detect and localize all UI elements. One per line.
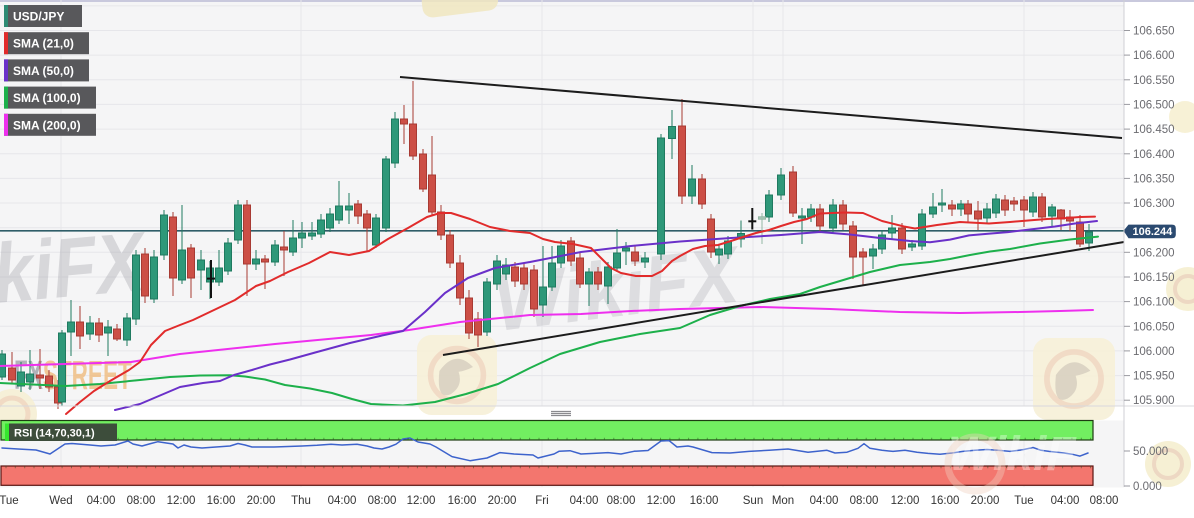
svg-text:16:00: 16:00 (448, 495, 477, 507)
svg-text:Tue: Tue (1014, 495, 1033, 507)
svg-text:Mon: Mon (772, 495, 794, 507)
svg-text:106.450: 106.450 (1133, 124, 1175, 136)
svg-text:20:00: 20:00 (488, 495, 517, 507)
svg-text:106.150: 106.150 (1133, 272, 1175, 284)
svg-text:16:00: 16:00 (690, 495, 719, 507)
svg-text:SMA (200,0): SMA (200,0) (13, 118, 81, 132)
svg-text:20:00: 20:00 (971, 495, 1000, 507)
svg-text:105.950: 105.950 (1133, 371, 1175, 383)
svg-text:106.650: 106.650 (1133, 26, 1175, 38)
svg-text:08:00: 08:00 (850, 495, 879, 507)
svg-text:Thu: Thu (291, 495, 311, 507)
svg-text:0.000: 0.000 (1133, 481, 1162, 493)
svg-text:12:00: 12:00 (407, 495, 436, 507)
svg-text:Sun: Sun (743, 495, 763, 507)
svg-text:106.000: 106.000 (1133, 346, 1175, 358)
svg-text:08:00: 08:00 (127, 495, 156, 507)
svg-text:SMA (21,0): SMA (21,0) (13, 37, 74, 51)
svg-text:106.200: 106.200 (1133, 247, 1175, 259)
svg-text:106.244: 106.244 (1133, 226, 1174, 238)
svg-text:SMA (100,0): SMA (100,0) (13, 91, 81, 105)
svg-text:08:00: 08:00 (368, 495, 397, 507)
svg-text:08:00: 08:00 (607, 495, 636, 507)
svg-text:12:00: 12:00 (891, 495, 920, 507)
svg-text:Tue: Tue (0, 495, 19, 507)
svg-text:105.900: 105.900 (1133, 395, 1175, 407)
svg-text:WikiF: WikiF (948, 428, 1077, 481)
svg-text:16:00: 16:00 (931, 495, 960, 507)
svg-text:16:00: 16:00 (207, 495, 236, 507)
svg-text:04:00: 04:00 (1051, 495, 1080, 507)
svg-text:Wed: Wed (49, 495, 72, 507)
svg-text:106.100: 106.100 (1133, 297, 1175, 309)
svg-text:08:00: 08:00 (1090, 495, 1119, 507)
svg-text:106.600: 106.600 (1133, 50, 1175, 62)
svg-text:04:00: 04:00 (810, 495, 839, 507)
svg-text:106.300: 106.300 (1133, 198, 1175, 210)
svg-text:RSI (14,70,30,1): RSI (14,70,30,1) (14, 428, 95, 440)
svg-text:50.000: 50.000 (1133, 446, 1168, 458)
svg-text:12:00: 12:00 (647, 495, 676, 507)
svg-text:SMA (50,0): SMA (50,0) (13, 64, 74, 78)
svg-text:106.500: 106.500 (1133, 99, 1175, 111)
svg-text:04:00: 04:00 (87, 495, 116, 507)
svg-text:106.550: 106.550 (1133, 75, 1175, 87)
svg-text:106.350: 106.350 (1133, 173, 1175, 185)
svg-text:106.050: 106.050 (1133, 321, 1175, 333)
svg-text:USD/JPY: USD/JPY (13, 10, 64, 24)
svg-text:04:00: 04:00 (570, 495, 599, 507)
svg-text:kiFX: kiFX (0, 213, 151, 321)
svg-text:Fri: Fri (535, 495, 548, 507)
svg-text:04:00: 04:00 (328, 495, 357, 507)
svg-text:106.400: 106.400 (1133, 149, 1175, 161)
svg-text:20:00: 20:00 (247, 495, 276, 507)
svg-text:12:00: 12:00 (167, 495, 196, 507)
